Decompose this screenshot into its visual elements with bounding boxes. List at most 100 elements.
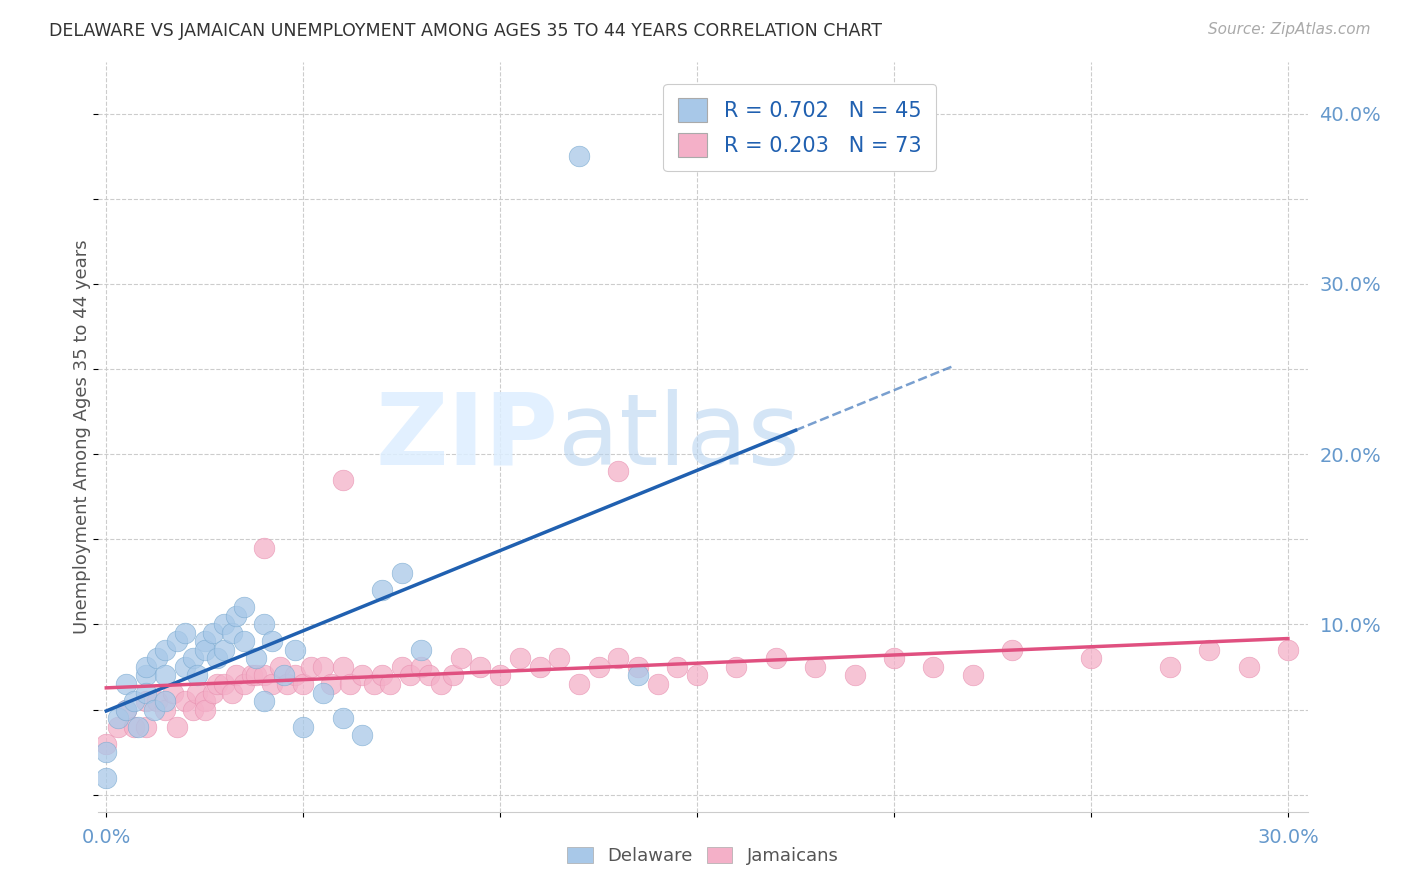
Point (135, 720, 157, 734)
Point (181, 651, 204, 665)
Text: atlas: atlas (558, 389, 800, 485)
Point (529, 660, 551, 674)
Point (186, 685, 208, 699)
Point (174, 694, 197, 708)
Text: ZIP: ZIP (375, 389, 558, 485)
Point (844, 668, 866, 682)
Point (548, 651, 571, 665)
Point (804, 660, 827, 674)
Point (883, 651, 905, 665)
Point (115, 702, 138, 716)
Point (181, 702, 204, 716)
Point (666, 660, 689, 674)
Point (146, 694, 169, 708)
Point (253, 694, 276, 708)
Point (269, 660, 291, 674)
Point (765, 651, 787, 665)
Point (162, 685, 184, 699)
Point (1001, 643, 1024, 657)
Point (647, 677, 669, 691)
Point (962, 668, 984, 682)
Point (363, 677, 385, 691)
Text: DELAWARE VS JAMAICAN UNEMPLOYMENT AMONG AGES 35 TO 44 YEARS CORRELATION CHART: DELAWARE VS JAMAICAN UNEMPLOYMENT AMONG … (49, 22, 882, 40)
Point (588, 660, 610, 674)
Point (332, 660, 354, 674)
Point (284, 668, 307, 682)
Point (260, 634, 283, 648)
Point (607, 651, 630, 665)
Point (319, 677, 342, 691)
Point (371, 583, 394, 598)
Point (260, 677, 283, 691)
Point (96, 745, 118, 759)
Point (253, 668, 276, 682)
Point (253, 541, 276, 555)
Point (201, 626, 224, 640)
Point (186, 668, 208, 682)
Point (115, 677, 138, 691)
Point (155, 668, 177, 682)
Point (352, 668, 374, 682)
Point (233, 677, 256, 691)
Point (96, 771, 118, 785)
Point (411, 643, 433, 657)
Point (221, 626, 243, 640)
Point (627, 660, 650, 674)
Point (166, 720, 188, 734)
Point (127, 720, 149, 734)
Legend: R = 0.702   N = 45, R = 0.203   N = 73: R = 0.702 N = 45, R = 0.203 N = 73 (664, 84, 936, 171)
Point (253, 617, 276, 632)
Point (194, 694, 217, 708)
Point (107, 720, 129, 734)
Point (240, 668, 263, 682)
Point (174, 626, 197, 640)
Point (245, 651, 267, 665)
Point (233, 634, 256, 648)
Point (135, 694, 157, 708)
Point (411, 660, 433, 674)
Point (1237, 660, 1260, 674)
Point (155, 643, 177, 657)
Point (194, 634, 217, 648)
Point (214, 677, 236, 691)
Point (174, 660, 197, 674)
Point (332, 711, 354, 725)
Point (142, 702, 165, 716)
Point (245, 668, 267, 682)
Point (214, 643, 236, 657)
Point (378, 677, 401, 691)
Point (107, 711, 129, 725)
Point (352, 728, 374, 742)
Y-axis label: Unemployment Among Ages 35 to 44 years: Unemployment Among Ages 35 to 44 years (73, 240, 91, 634)
Point (470, 660, 492, 674)
Point (686, 668, 709, 682)
Point (299, 660, 322, 674)
Point (205, 677, 228, 691)
Point (233, 600, 256, 615)
Point (1277, 643, 1299, 657)
Point (135, 668, 157, 682)
Point (627, 668, 650, 682)
Point (122, 720, 145, 734)
Point (155, 702, 177, 716)
Point (312, 660, 335, 674)
Point (201, 685, 224, 699)
Point (225, 668, 247, 682)
Point (214, 617, 236, 632)
Text: Source: ZipAtlas.com: Source: ZipAtlas.com (1208, 22, 1371, 37)
Point (607, 464, 630, 478)
Point (122, 694, 145, 708)
Legend: Delaware, Jamaicans: Delaware, Jamaicans (560, 839, 846, 872)
Point (135, 660, 157, 674)
Point (339, 677, 361, 691)
Point (398, 668, 420, 682)
Point (391, 566, 413, 581)
Point (115, 702, 138, 716)
Point (221, 685, 243, 699)
Point (430, 677, 453, 691)
Point (276, 677, 298, 691)
Point (1080, 651, 1102, 665)
Point (135, 685, 157, 699)
Point (441, 668, 464, 682)
Point (225, 608, 247, 623)
